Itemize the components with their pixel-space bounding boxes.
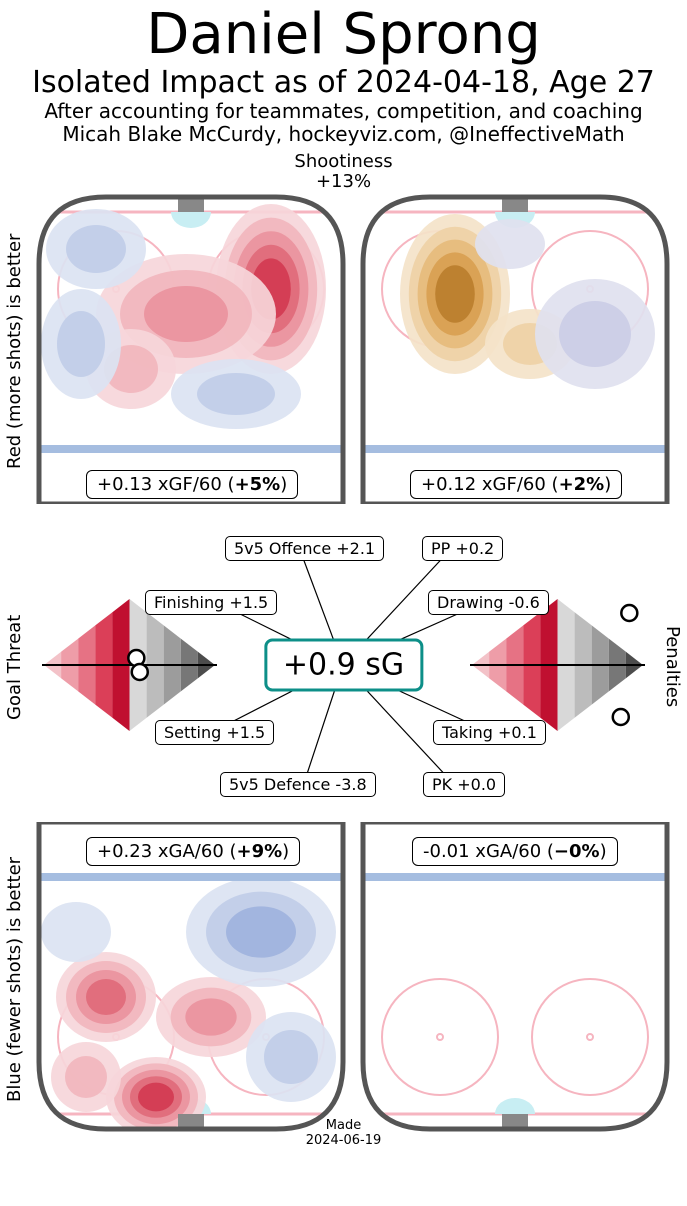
box-5v5-offence: 5v5 Offence +2.1 xyxy=(225,536,384,561)
chart-grid: Shootiness +13% Red (more shots) is bett… xyxy=(0,152,687,1152)
axis-blue-better: Blue (fewer shots) is better xyxy=(4,822,25,1137)
axis-red-better: Red (more shots) is better xyxy=(4,194,25,509)
player-name: Daniel Sprong xyxy=(0,6,687,65)
subtitle-method: After accounting for teammates, competit… xyxy=(0,100,687,123)
stat-offense-pp: +0.12 xGF/60 (+2%) xyxy=(410,470,622,499)
rink-offense-pp xyxy=(360,194,670,504)
stat-offense-5v5: +0.13 xGF/60 (+5%) xyxy=(86,470,298,499)
box-taking: Taking +0.1 xyxy=(433,720,546,745)
box-drawing: Drawing -0.6 xyxy=(428,590,549,615)
stat-defense-pk: -0.01 xGA/60 (−0%) xyxy=(412,837,618,866)
box-pp: PP +0.2 xyxy=(422,536,503,561)
shootiness-label: Shootiness +13% xyxy=(0,152,687,192)
rink-offense-5v5 xyxy=(36,194,346,504)
goal-threat-distribution xyxy=(42,595,217,735)
sg-total: +0.9 sG xyxy=(264,638,423,691)
stat-defense-5v5: +0.23 xGA/60 (+9%) xyxy=(86,837,300,866)
rink-defense-5v5 xyxy=(36,822,346,1132)
subtitle-date-age: Isolated Impact as of 2024-04-18, Age 27 xyxy=(0,65,687,100)
box-finishing: Finishing +1.5 xyxy=(145,590,277,615)
penalties-distribution xyxy=(470,595,645,735)
axis-penalties: Penalties xyxy=(662,552,683,782)
axis-goal-threat: Goal Threat xyxy=(4,552,25,782)
box-pk: PK +0.0 xyxy=(423,772,505,797)
subtitle-credit: Micah Blake McCurdy, hockeyviz.com, @Ine… xyxy=(0,123,687,146)
footer-made: Made 2024-06-19 xyxy=(0,1119,687,1148)
rink-defense-pk xyxy=(360,822,670,1132)
box-setting: Setting +1.5 xyxy=(155,720,274,745)
box-5v5-defence: 5v5 Defence -3.8 xyxy=(220,772,376,797)
center-summary: +0.9 sG 5v5 Offence +2.1 PP +0.2 Finishi… xyxy=(30,520,657,810)
